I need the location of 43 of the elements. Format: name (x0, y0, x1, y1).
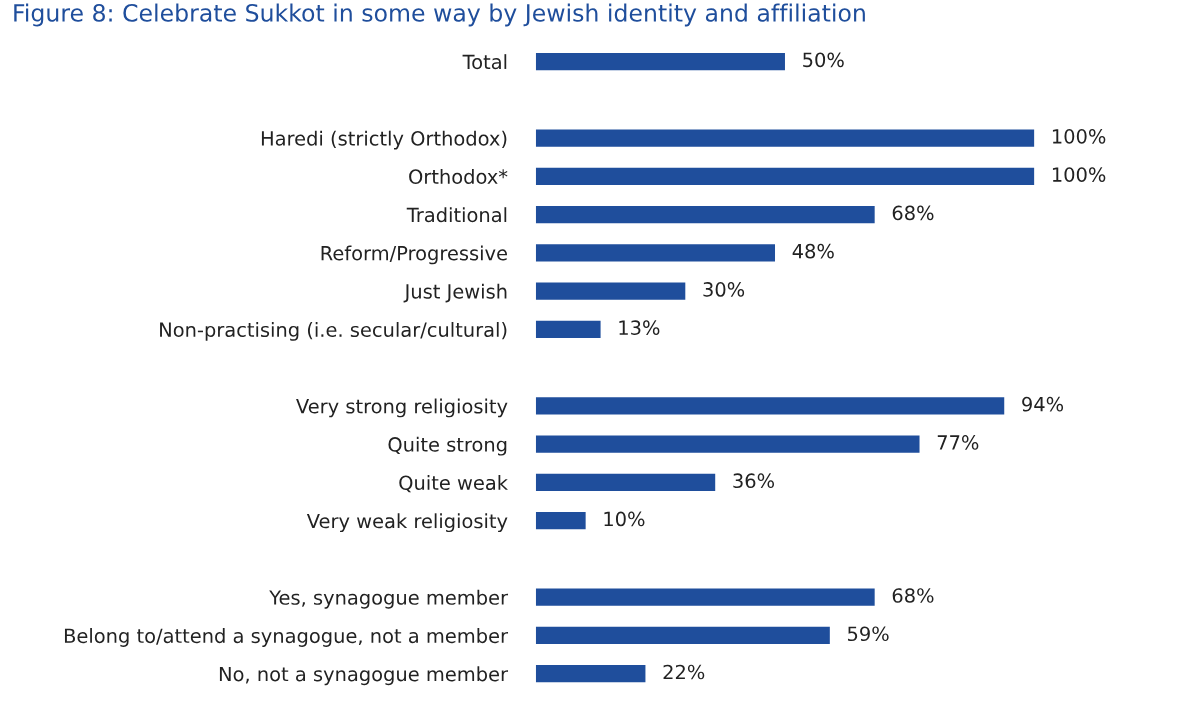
bar (535, 512, 586, 530)
data-label: 48% (792, 243, 834, 259)
y-tick-label: Orthodox* (409, 168, 508, 184)
data-label: 50% (803, 52, 844, 68)
chart-title: Figure 8: Celebrate Sukkot in some way by Jewish identity and affiliation (14, 3, 865, 27)
bar (535, 665, 646, 683)
data-label: 77% (937, 435, 979, 450)
bar (535, 588, 875, 606)
y-tick-label: Very strong religiosity (296, 398, 508, 418)
data-label: 59% (847, 626, 889, 642)
y-tick-label: Just Jewish (403, 283, 507, 303)
data-label: 13% (619, 320, 660, 336)
data-label: 68% (892, 588, 934, 603)
data-label: 36% (733, 473, 775, 489)
bar (535, 473, 716, 492)
bar (535, 52, 785, 71)
data-label: 100% (1052, 129, 1106, 144)
bar (535, 167, 1035, 185)
y-tick-label: Haredi (strictly Orthodox) (261, 130, 507, 150)
y-tick-label: Quite weak (399, 475, 508, 493)
y-tick-label: Quite strong (388, 436, 507, 456)
y-tick-label: Non-practising (i.e. secular/cultural) (160, 321, 507, 341)
data-label: 22% (663, 664, 705, 680)
data-label: 68% (892, 205, 934, 221)
y-tick-label: Very weak religiosity (306, 513, 508, 533)
y-tick-label: Traditional (406, 207, 507, 223)
y-tick-label: Reform/Progressive (321, 245, 507, 265)
y-tick-label: Total (462, 54, 507, 70)
data-label: 100% (1052, 167, 1106, 182)
bar (535, 435, 920, 453)
bar (535, 397, 1005, 415)
y-tick-label: Belong to/attend a synagogue, not a member (64, 628, 509, 647)
bar (535, 129, 1035, 147)
bar (535, 282, 686, 300)
bar (535, 244, 776, 262)
bar (535, 205, 875, 224)
data-label: 94% (1022, 396, 1064, 412)
bar (535, 626, 830, 645)
data-label: 30% (703, 282, 745, 297)
data-label: 10% (604, 511, 645, 527)
bar (535, 320, 601, 338)
y-tick-label: No, not a synagogue member (219, 666, 509, 686)
y-tick-label: Yes, synagogue member (269, 589, 509, 609)
